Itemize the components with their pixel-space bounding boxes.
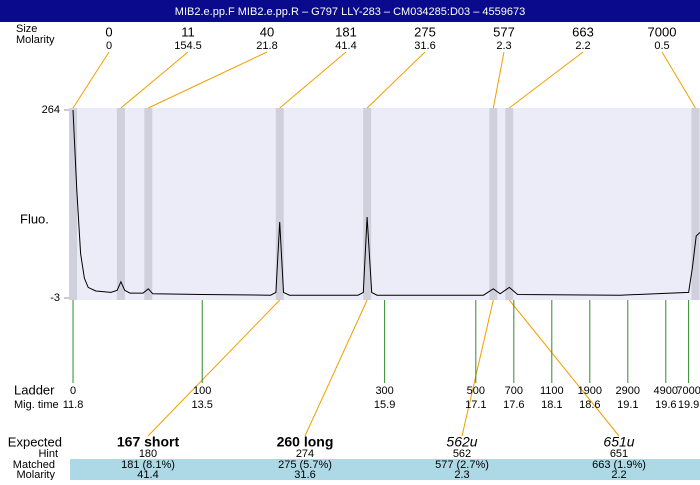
expected-connector <box>304 299 368 437</box>
peak-size: 181 <box>335 24 357 39</box>
expected-connector <box>147 299 281 437</box>
peak-molarity: 2.2 <box>575 40 590 52</box>
peak-molarity: 31.6 <box>414 40 435 52</box>
title-bar <box>0 0 700 22</box>
peak-size: 7000 <box>648 24 677 39</box>
molarity: 41.4 <box>137 469 158 480</box>
molarity: 2.2 <box>611 469 626 480</box>
peak-molarity: 41.4 <box>335 40 356 52</box>
size-label: Size <box>16 23 37 35</box>
peak-size: 577 <box>493 24 515 39</box>
molarity: 2.3 <box>454 469 469 480</box>
peak-connector <box>72 51 110 109</box>
ladder-time: 18.6 <box>579 399 600 411</box>
expected-name: 562u <box>446 434 477 450</box>
ladder-time: 18.1 <box>541 399 562 411</box>
peak-band <box>144 108 153 300</box>
matched: 577 (2.7%) <box>435 459 489 471</box>
ladder-time: 15.9 <box>374 399 395 411</box>
hint: 562 <box>453 448 471 460</box>
peak-band <box>505 108 514 300</box>
ladder-time: 19.9 <box>678 399 699 411</box>
peak-molarity: 0.5 <box>654 40 669 52</box>
peak-size: 11 <box>181 24 195 39</box>
ladder-time: 19.1 <box>617 399 638 411</box>
ladder-bp: 700 <box>505 385 523 397</box>
ladder-bp: 0 <box>70 385 76 397</box>
hint-label: Hint <box>38 448 58 460</box>
peak-size: 663 <box>572 24 594 39</box>
ladder-bp: 500 <box>467 385 485 397</box>
ladder-time: 17.1 <box>465 399 486 411</box>
peak-connector <box>366 51 426 109</box>
expected-connector <box>461 299 494 437</box>
title: MIB2.e.pp.F MIB2.e.pp.R – G797 LLY-283 –… <box>175 6 525 18</box>
peak-band <box>363 108 372 300</box>
peak-band <box>116 108 125 300</box>
peak-connector <box>279 51 347 109</box>
mig-time-label: Mig. time <box>14 399 59 411</box>
matched: 181 (8.1%) <box>121 459 175 471</box>
expected-connector <box>508 299 620 437</box>
hint: 180 <box>139 448 157 460</box>
matched: 663 (1.9%) <box>592 459 646 471</box>
ladder-time: 19.6 <box>655 399 676 411</box>
peak-molarity: 2.3 <box>496 40 511 52</box>
ladder-time: 13.5 <box>192 399 213 411</box>
expected-name: 651u <box>603 434 634 450</box>
molarity-label: Molarity <box>16 34 55 46</box>
trace <box>72 109 700 296</box>
peak-connector <box>492 51 505 109</box>
peak-molarity: 154.5 <box>174 40 202 52</box>
peak-band <box>69 108 78 300</box>
y-tick-label: -3 <box>50 292 60 304</box>
matched-row-bg <box>70 459 700 480</box>
peak-connector <box>148 51 268 109</box>
ladder-bp: 300 <box>375 385 393 397</box>
ladder-label: Ladder <box>14 382 55 397</box>
peak-size: 275 <box>414 24 436 39</box>
peak-band <box>275 108 284 300</box>
peak-size: 40 <box>260 24 274 39</box>
peak-connector <box>508 51 584 109</box>
peak-connector <box>661 51 696 109</box>
peak-molarity: 21.8 <box>256 40 277 52</box>
expected-name: 260 long <box>277 434 334 450</box>
ladder-bp: 7000 <box>676 385 700 397</box>
peak-connector <box>120 51 189 109</box>
matched: 275 (5.7%) <box>278 459 332 471</box>
ladder-bp: 100 <box>193 385 211 397</box>
fluo-label: Fluo. <box>20 211 49 226</box>
ladder-time: 17.6 <box>503 399 524 411</box>
peak-molarity: 0 <box>106 40 112 52</box>
hint: 651 <box>610 448 628 460</box>
ladder-bp: 4900 <box>654 385 678 397</box>
ladder-bp: 1900 <box>578 385 602 397</box>
hint: 274 <box>296 448 314 460</box>
ladder-bp: 1100 <box>540 385 564 397</box>
ladder-bp: 2900 <box>616 385 640 397</box>
peak-band <box>691 108 700 300</box>
plot-area <box>70 108 700 300</box>
peak-size: 0 <box>105 24 112 39</box>
peak-band <box>489 108 498 300</box>
ladder-time: 11.8 <box>63 399 84 411</box>
y-tick-label: 264 <box>42 104 60 116</box>
molarity-bottom-label: Molarity <box>16 469 55 480</box>
matched-label: Matched <box>13 459 55 471</box>
expected-label: Expected <box>8 434 62 449</box>
expected-name: 167 short <box>117 434 180 450</box>
molarity: 31.6 <box>294 469 315 480</box>
